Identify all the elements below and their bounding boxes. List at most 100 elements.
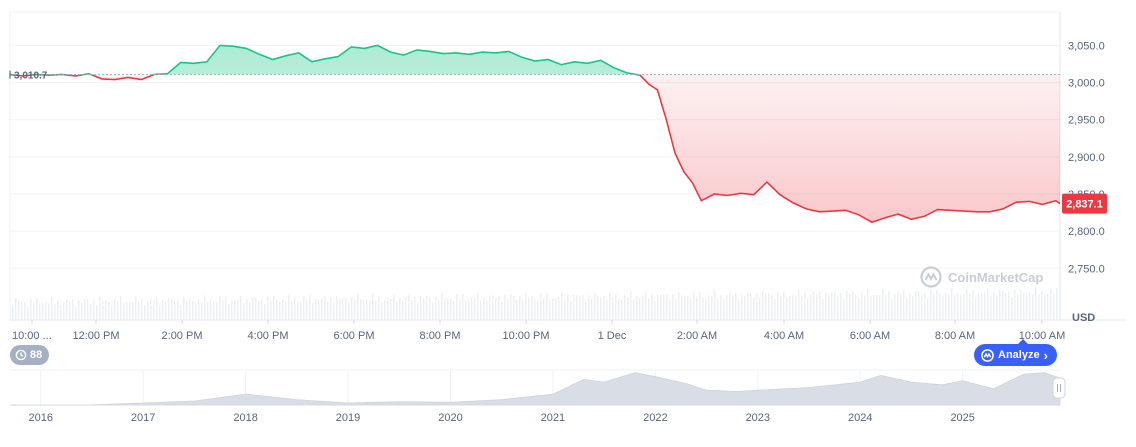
volume-bar xyxy=(42,303,44,320)
price-line-up xyxy=(10,44,641,75)
volume-bar xyxy=(540,294,542,320)
volume-bar xyxy=(678,292,680,320)
volume-bar xyxy=(738,300,740,320)
volume-bar xyxy=(702,297,704,320)
volume-bar xyxy=(273,296,275,320)
volume-bar xyxy=(1044,295,1046,320)
coinmarketcap-logo-icon xyxy=(920,266,942,288)
volume-bar xyxy=(333,303,335,320)
volume-bar xyxy=(942,296,944,320)
volume-bar xyxy=(165,303,167,320)
volume-bar xyxy=(852,292,854,320)
volume-bar xyxy=(1005,293,1007,320)
volume-bar xyxy=(159,305,161,320)
volume-bar xyxy=(507,298,509,320)
volume-bar xyxy=(618,298,620,320)
volume-bar xyxy=(426,296,428,320)
volume-bar xyxy=(675,298,677,320)
volume-bar xyxy=(603,296,605,320)
volume-bar xyxy=(1029,292,1031,320)
volume-bar xyxy=(561,292,563,320)
chevron-right-icon: › xyxy=(1043,347,1048,363)
volume-bar xyxy=(480,301,482,320)
volume-bar xyxy=(915,291,917,320)
volume-bar xyxy=(648,298,650,320)
x-tick-label: 6:00 PM xyxy=(334,330,375,342)
volume-bar xyxy=(1038,294,1040,320)
volume-bar xyxy=(318,300,320,320)
y-tick-label: 3,050.0 xyxy=(1068,40,1105,52)
volume-bar xyxy=(258,300,260,320)
volume-bar xyxy=(72,299,74,320)
volume-bar xyxy=(303,296,305,320)
volume-bar xyxy=(174,302,176,320)
volume-bar xyxy=(78,300,80,320)
volume-bar xyxy=(591,298,593,320)
volume-bar xyxy=(822,299,824,320)
y-tick-label: 2,900.0 xyxy=(1068,152,1105,164)
volume-bar xyxy=(810,295,812,320)
volume-bar xyxy=(816,294,818,320)
range-brush[interactable]: 2016 2017 2018 2019 2020 2021 2022 2023 2024 2025 xyxy=(10,369,1066,424)
x-tick-label: 2:00 PM xyxy=(162,330,203,342)
volume-bar xyxy=(75,306,77,320)
volume-bar xyxy=(84,299,86,320)
volume-bar xyxy=(657,295,659,320)
volume-bar xyxy=(57,300,59,320)
volume-bar xyxy=(33,303,35,320)
volume-bar xyxy=(360,299,362,320)
volume-bar xyxy=(243,303,245,320)
price-line-down xyxy=(10,74,1060,224)
brush-year-label: 2022 xyxy=(643,412,667,424)
volume-bar xyxy=(801,296,803,320)
volume-bar xyxy=(828,296,830,320)
volume-bar xyxy=(126,302,128,320)
volume-bar xyxy=(465,301,467,320)
volume-bar xyxy=(681,295,683,320)
volume-bar xyxy=(588,295,590,320)
volume-bar xyxy=(645,292,647,320)
volume-bar xyxy=(249,303,251,320)
volume-bar xyxy=(690,299,692,320)
volume-bar xyxy=(534,299,536,320)
volume-bar xyxy=(1041,291,1043,320)
volume-bar xyxy=(354,300,356,320)
analyze-button[interactable]: Analyze › xyxy=(974,339,1057,366)
volume-bar xyxy=(900,293,902,320)
price-area-down xyxy=(10,74,1060,223)
volume-bar xyxy=(108,302,110,320)
volume-bar xyxy=(486,301,488,320)
volume-bar xyxy=(141,299,143,320)
volume-bar xyxy=(171,299,173,320)
volume-bar xyxy=(504,295,506,320)
volume-bar xyxy=(429,297,431,320)
volume-bar xyxy=(762,291,764,320)
volume-bar xyxy=(897,292,899,320)
volume-bar xyxy=(825,293,827,320)
volume-bar xyxy=(1047,294,1049,320)
volume-bar xyxy=(201,302,203,320)
volume-bar xyxy=(378,296,380,320)
volume-bar xyxy=(111,305,113,320)
volume-bar xyxy=(132,302,134,320)
volume-bar xyxy=(564,299,566,320)
y-tick-label: 2,800.0 xyxy=(1068,226,1105,238)
volume-bar xyxy=(735,293,737,320)
volume-bar xyxy=(624,294,626,320)
volume-bar xyxy=(891,298,893,320)
volume-bar xyxy=(168,298,170,320)
x-tick-label: 4:00 PM xyxy=(248,330,289,342)
volume-bar xyxy=(501,302,503,320)
volume-bar xyxy=(876,295,878,320)
volume-bar xyxy=(522,300,524,320)
volume-bar xyxy=(699,292,701,320)
volume-bar xyxy=(972,290,974,320)
volume-bar xyxy=(234,300,236,320)
x-tick-label: 12:00 PM xyxy=(72,330,119,342)
brush-year-label: 2021 xyxy=(541,412,565,424)
history-badge[interactable]: 88 xyxy=(10,345,50,365)
brush-area xyxy=(10,372,1061,406)
volume-bar xyxy=(744,296,746,320)
volume-bar xyxy=(270,301,272,320)
volume-bar xyxy=(969,294,971,320)
